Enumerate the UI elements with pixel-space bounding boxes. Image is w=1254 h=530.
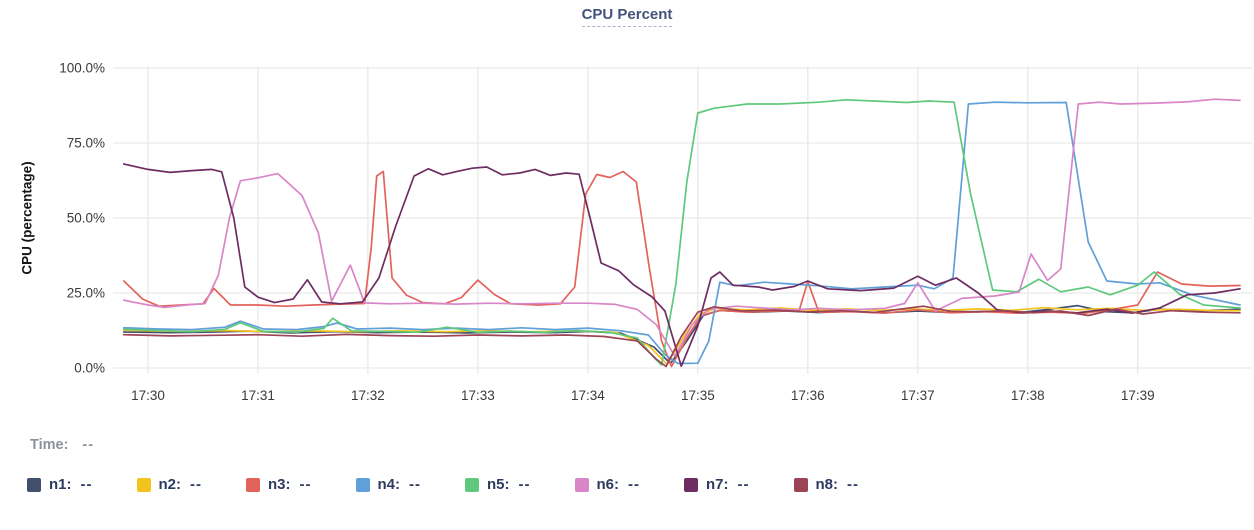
legend-swatch-n1: [27, 477, 41, 492]
legend-label: n4:: [377, 476, 401, 493]
legend-item-n3[interactable]: n3: --: [246, 476, 312, 493]
legend-item-n6[interactable]: n6: --: [574, 476, 641, 493]
y-tick-label: 0.0%: [74, 361, 105, 376]
legend-value: --: [518, 476, 531, 493]
y-tick-label: 100.0%: [59, 61, 105, 76]
chart-title[interactable]: CPU Percent: [581, 6, 673, 27]
legend-label: n7:: [706, 476, 729, 493]
x-tick-label: 17:32: [351, 388, 385, 403]
legend-value: --: [299, 476, 312, 493]
legend-swatch-n3: [246, 477, 260, 492]
x-tick-label: 17:37: [901, 388, 935, 403]
legend-swatch-n8: [793, 477, 808, 492]
x-tick-label: 17:39: [1121, 388, 1155, 403]
x-tick-label: 17:30: [131, 388, 165, 403]
series-lines: [122, 98, 1241, 368]
legend-swatch-n6: [574, 477, 589, 492]
legend-label: n2:: [158, 476, 182, 493]
axis-tick-labels: 0.0% 25.0% 50.0% 75.0% 100.0% 17:30 17:31 17:32…: [59, 61, 1154, 404]
series-line-n5: [122, 98, 1241, 366]
legend-item-n1[interactable]: n1: --: [27, 476, 93, 493]
x-tick-label: 17:36: [791, 388, 825, 403]
legend-item-n2[interactable]: n2: --: [136, 476, 203, 493]
series-line-n7: [122, 163, 1241, 368]
time-row: Time: --: [30, 437, 94, 453]
series-line-n3: [122, 170, 1241, 368]
legend-item-n5[interactable]: n5: --: [465, 476, 531, 493]
x-tick-label: 17:38: [1011, 388, 1045, 403]
legend-label: n6:: [596, 476, 620, 493]
legend-item-n8[interactable]: n8: --: [793, 476, 860, 493]
time-label: Time:: [30, 437, 69, 453]
legend-value: --: [409, 476, 421, 493]
y-tick-label: 25.0%: [67, 286, 105, 301]
time-value: --: [82, 437, 95, 453]
legend-value: --: [628, 476, 640, 493]
legend-label: n1:: [49, 476, 72, 493]
y-axis-label: CPU (percentage): [19, 161, 35, 275]
legend-item-n7[interactable]: n7: --: [684, 476, 750, 493]
legend-label: n3:: [268, 476, 291, 493]
legend-swatch-n2: [136, 477, 151, 492]
series-line-n6: [122, 98, 1241, 357]
legend-value: --: [80, 476, 93, 493]
x-tick-label: 17:35: [681, 388, 715, 403]
legend-swatch-n7: [684, 477, 698, 492]
chart-title-wrap: CPU Percent: [0, 6, 1254, 27]
chart-svg[interactable]: 0.0% 25.0% 50.0% 75.0% 100.0% 17:30 17:31 17:32…: [0, 0, 1254, 420]
x-tick-label: 17:31: [241, 388, 275, 403]
x-tick-label: 17:34: [571, 388, 605, 403]
legend-swatch-n5: [465, 477, 479, 492]
series-line-n4: [122, 101, 1241, 365]
y-tick-label: 50.0%: [67, 211, 105, 226]
legend-swatch-n4: [355, 477, 370, 492]
legend-value: --: [190, 476, 202, 493]
legend: n1: -- n2: -- n3: -- n4: -- n5: -- n6: -…: [27, 476, 859, 493]
legend-value: --: [737, 476, 750, 493]
legend-item-n4[interactable]: n4: --: [355, 476, 422, 493]
legend-label: n8:: [815, 476, 839, 493]
x-tick-label: 17:33: [461, 388, 495, 403]
y-tick-label: 75.0%: [67, 136, 105, 151]
legend-label: n5:: [487, 476, 510, 493]
legend-value: --: [847, 476, 859, 493]
series-line-n8: [122, 305, 1241, 368]
